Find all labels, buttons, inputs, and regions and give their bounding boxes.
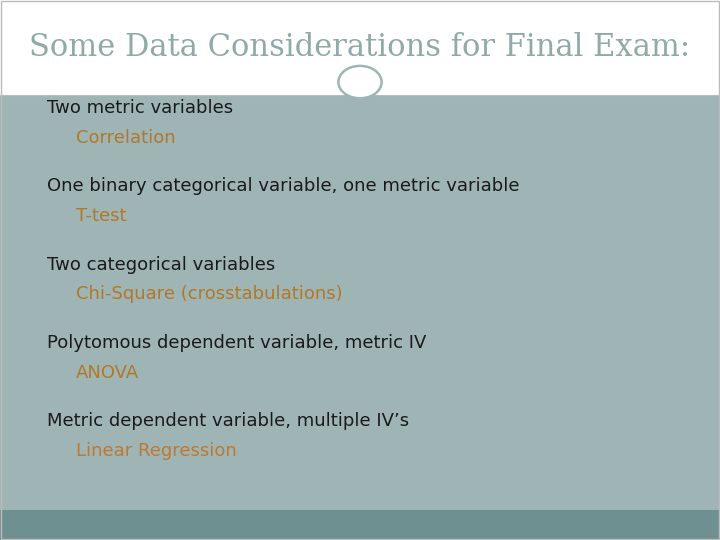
FancyBboxPatch shape xyxy=(0,510,720,540)
Text: T-test: T-test xyxy=(76,207,126,225)
Text: Polytomous dependent variable, metric IV: Polytomous dependent variable, metric IV xyxy=(47,334,426,352)
FancyBboxPatch shape xyxy=(0,0,720,94)
Text: Two metric variables: Two metric variables xyxy=(47,99,233,117)
Text: Chi-Square (crosstabulations): Chi-Square (crosstabulations) xyxy=(76,285,342,303)
Text: Metric dependent variable, multiple IV’s: Metric dependent variable, multiple IV’s xyxy=(47,412,409,430)
FancyBboxPatch shape xyxy=(0,94,720,510)
Text: Two categorical variables: Two categorical variables xyxy=(47,255,275,274)
Text: Some Data Considerations for Final Exam:: Some Data Considerations for Final Exam: xyxy=(29,32,690,63)
Text: ANOVA: ANOVA xyxy=(76,363,139,382)
Text: One binary categorical variable, one metric variable: One binary categorical variable, one met… xyxy=(47,177,519,195)
Circle shape xyxy=(338,66,382,98)
Text: Linear Regression: Linear Regression xyxy=(76,442,236,460)
Text: Correlation: Correlation xyxy=(76,129,175,147)
